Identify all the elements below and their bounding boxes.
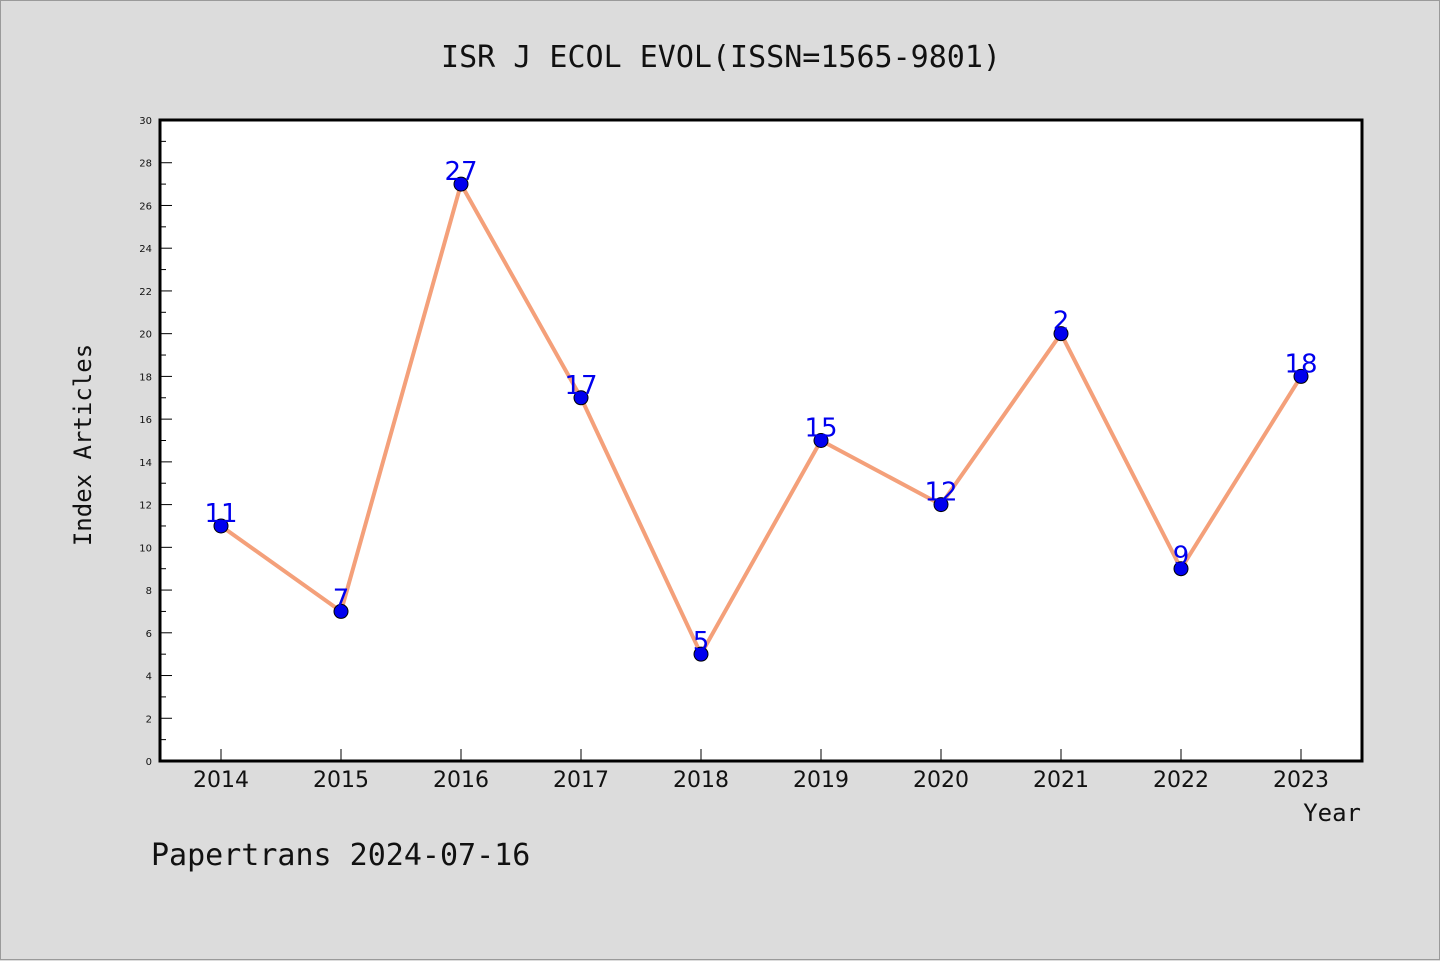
y-tick-label: 28 <box>139 159 152 170</box>
data-label: 5 <box>693 627 710 657</box>
x-tick-label: 2021 <box>1033 768 1089 793</box>
plot-area <box>160 120 1362 761</box>
series-line <box>219 182 1303 657</box>
data-point <box>573 390 589 406</box>
y-tick-label: 18 <box>139 372 152 383</box>
y-tick-label: 8 <box>146 586 152 597</box>
y-axis-title: Index Articles <box>69 344 97 546</box>
data-point <box>813 433 829 448</box>
data-point <box>1173 561 1189 577</box>
data-point <box>1053 326 1069 342</box>
y-tick-label: 4 <box>146 672 152 683</box>
x-axis-title: Year <box>1303 799 1361 827</box>
data-label: 18 <box>1284 349 1317 379</box>
data-point <box>213 518 229 534</box>
x-tick-label: 2016 <box>433 768 489 793</box>
x-tick-label: 2015 <box>313 768 369 793</box>
series-layer: 11 7 27 17 5 15 12 2 9 18 <box>204 157 1318 662</box>
data-point <box>933 497 949 513</box>
y-tick-label: 0 <box>146 757 152 768</box>
y-tick-label: 30 <box>139 116 152 127</box>
y-tick-label: 20 <box>139 330 152 341</box>
x-tick-label: 2014 <box>193 768 249 793</box>
y-tick-label: 12 <box>139 501 152 512</box>
data-label: 12 <box>924 478 957 508</box>
data-label: 9 <box>1173 542 1190 572</box>
data-label: 11 <box>204 499 237 529</box>
y-tick-label: 10 <box>139 543 152 554</box>
data-point <box>1293 368 1309 384</box>
data-point <box>453 176 469 192</box>
data-point <box>333 603 349 619</box>
y-tick-label: 16 <box>139 415 152 426</box>
y-tick-label: 22 <box>139 287 152 298</box>
data-point <box>693 646 709 662</box>
data-label: 15 <box>804 414 837 444</box>
x-tick-label: 2019 <box>793 768 849 793</box>
data-label: 17 <box>564 371 597 401</box>
data-label: 7 <box>333 584 350 614</box>
y-tick-label: 6 <box>146 629 152 640</box>
x-tick-label: 2017 <box>553 768 609 793</box>
y-tick-label: 2 <box>146 714 152 725</box>
chart-title: ISR J ECOL EVOL(ISSN=1565-9801) <box>441 40 1001 75</box>
x-tick-label: 2023 <box>1273 768 1329 793</box>
footer-credit: Papertrans 2024-07-16 <box>151 838 530 873</box>
x-axis: 2014 2015 2016 2017 2018 2019 2020 2021 2022 2023 <box>193 749 1329 793</box>
y-tick-label: 26 <box>139 201 152 212</box>
plot-border <box>158 118 1364 763</box>
y-tick-label: 24 <box>139 244 152 255</box>
x-tick-label: 2020 <box>913 768 969 793</box>
y-tick-label: 14 <box>139 458 152 469</box>
data-label: 2 <box>1053 307 1070 337</box>
data-label: 27 <box>444 157 477 187</box>
x-tick-label: 2022 <box>1153 768 1209 793</box>
x-tick-label: 2018 <box>673 768 729 793</box>
